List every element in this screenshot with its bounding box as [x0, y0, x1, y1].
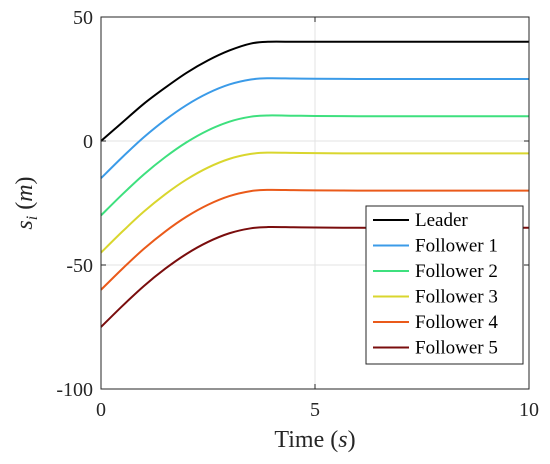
x-tick-label: 10	[519, 399, 539, 421]
legend: Leader Follower 1 Follower 2 Follower 3 Foll…	[365, 205, 524, 365]
legend-box	[365, 205, 524, 365]
series-line-0	[100, 40, 529, 142]
ticks: 0 5 10 -100 -50 0 50	[56, 7, 539, 421]
y-axis-label: si (m)	[12, 176, 41, 229]
y-tick-label: -50	[66, 255, 93, 277]
legend-label: Leader	[415, 210, 468, 231]
y-tick-label: 50	[73, 7, 93, 29]
legend-label: Follower 2	[415, 261, 498, 282]
x-tick-label: 5	[310, 399, 320, 421]
legend-label: Follower 3	[415, 287, 498, 308]
legend-label: Follower 1	[415, 236, 498, 257]
y-tick-label: -100	[56, 379, 93, 401]
legend-label: Follower 5	[415, 338, 498, 359]
series-line-1	[100, 77, 529, 179]
series-line-4	[100, 188, 529, 291]
series-line-3	[100, 151, 529, 254]
legend-label: Follower 4	[415, 312, 498, 333]
y-tick-label: 0	[83, 131, 93, 153]
x-tick-label: 0	[96, 399, 106, 421]
x-axis-label: Time (s)	[274, 427, 355, 453]
series-line-2	[100, 114, 529, 217]
